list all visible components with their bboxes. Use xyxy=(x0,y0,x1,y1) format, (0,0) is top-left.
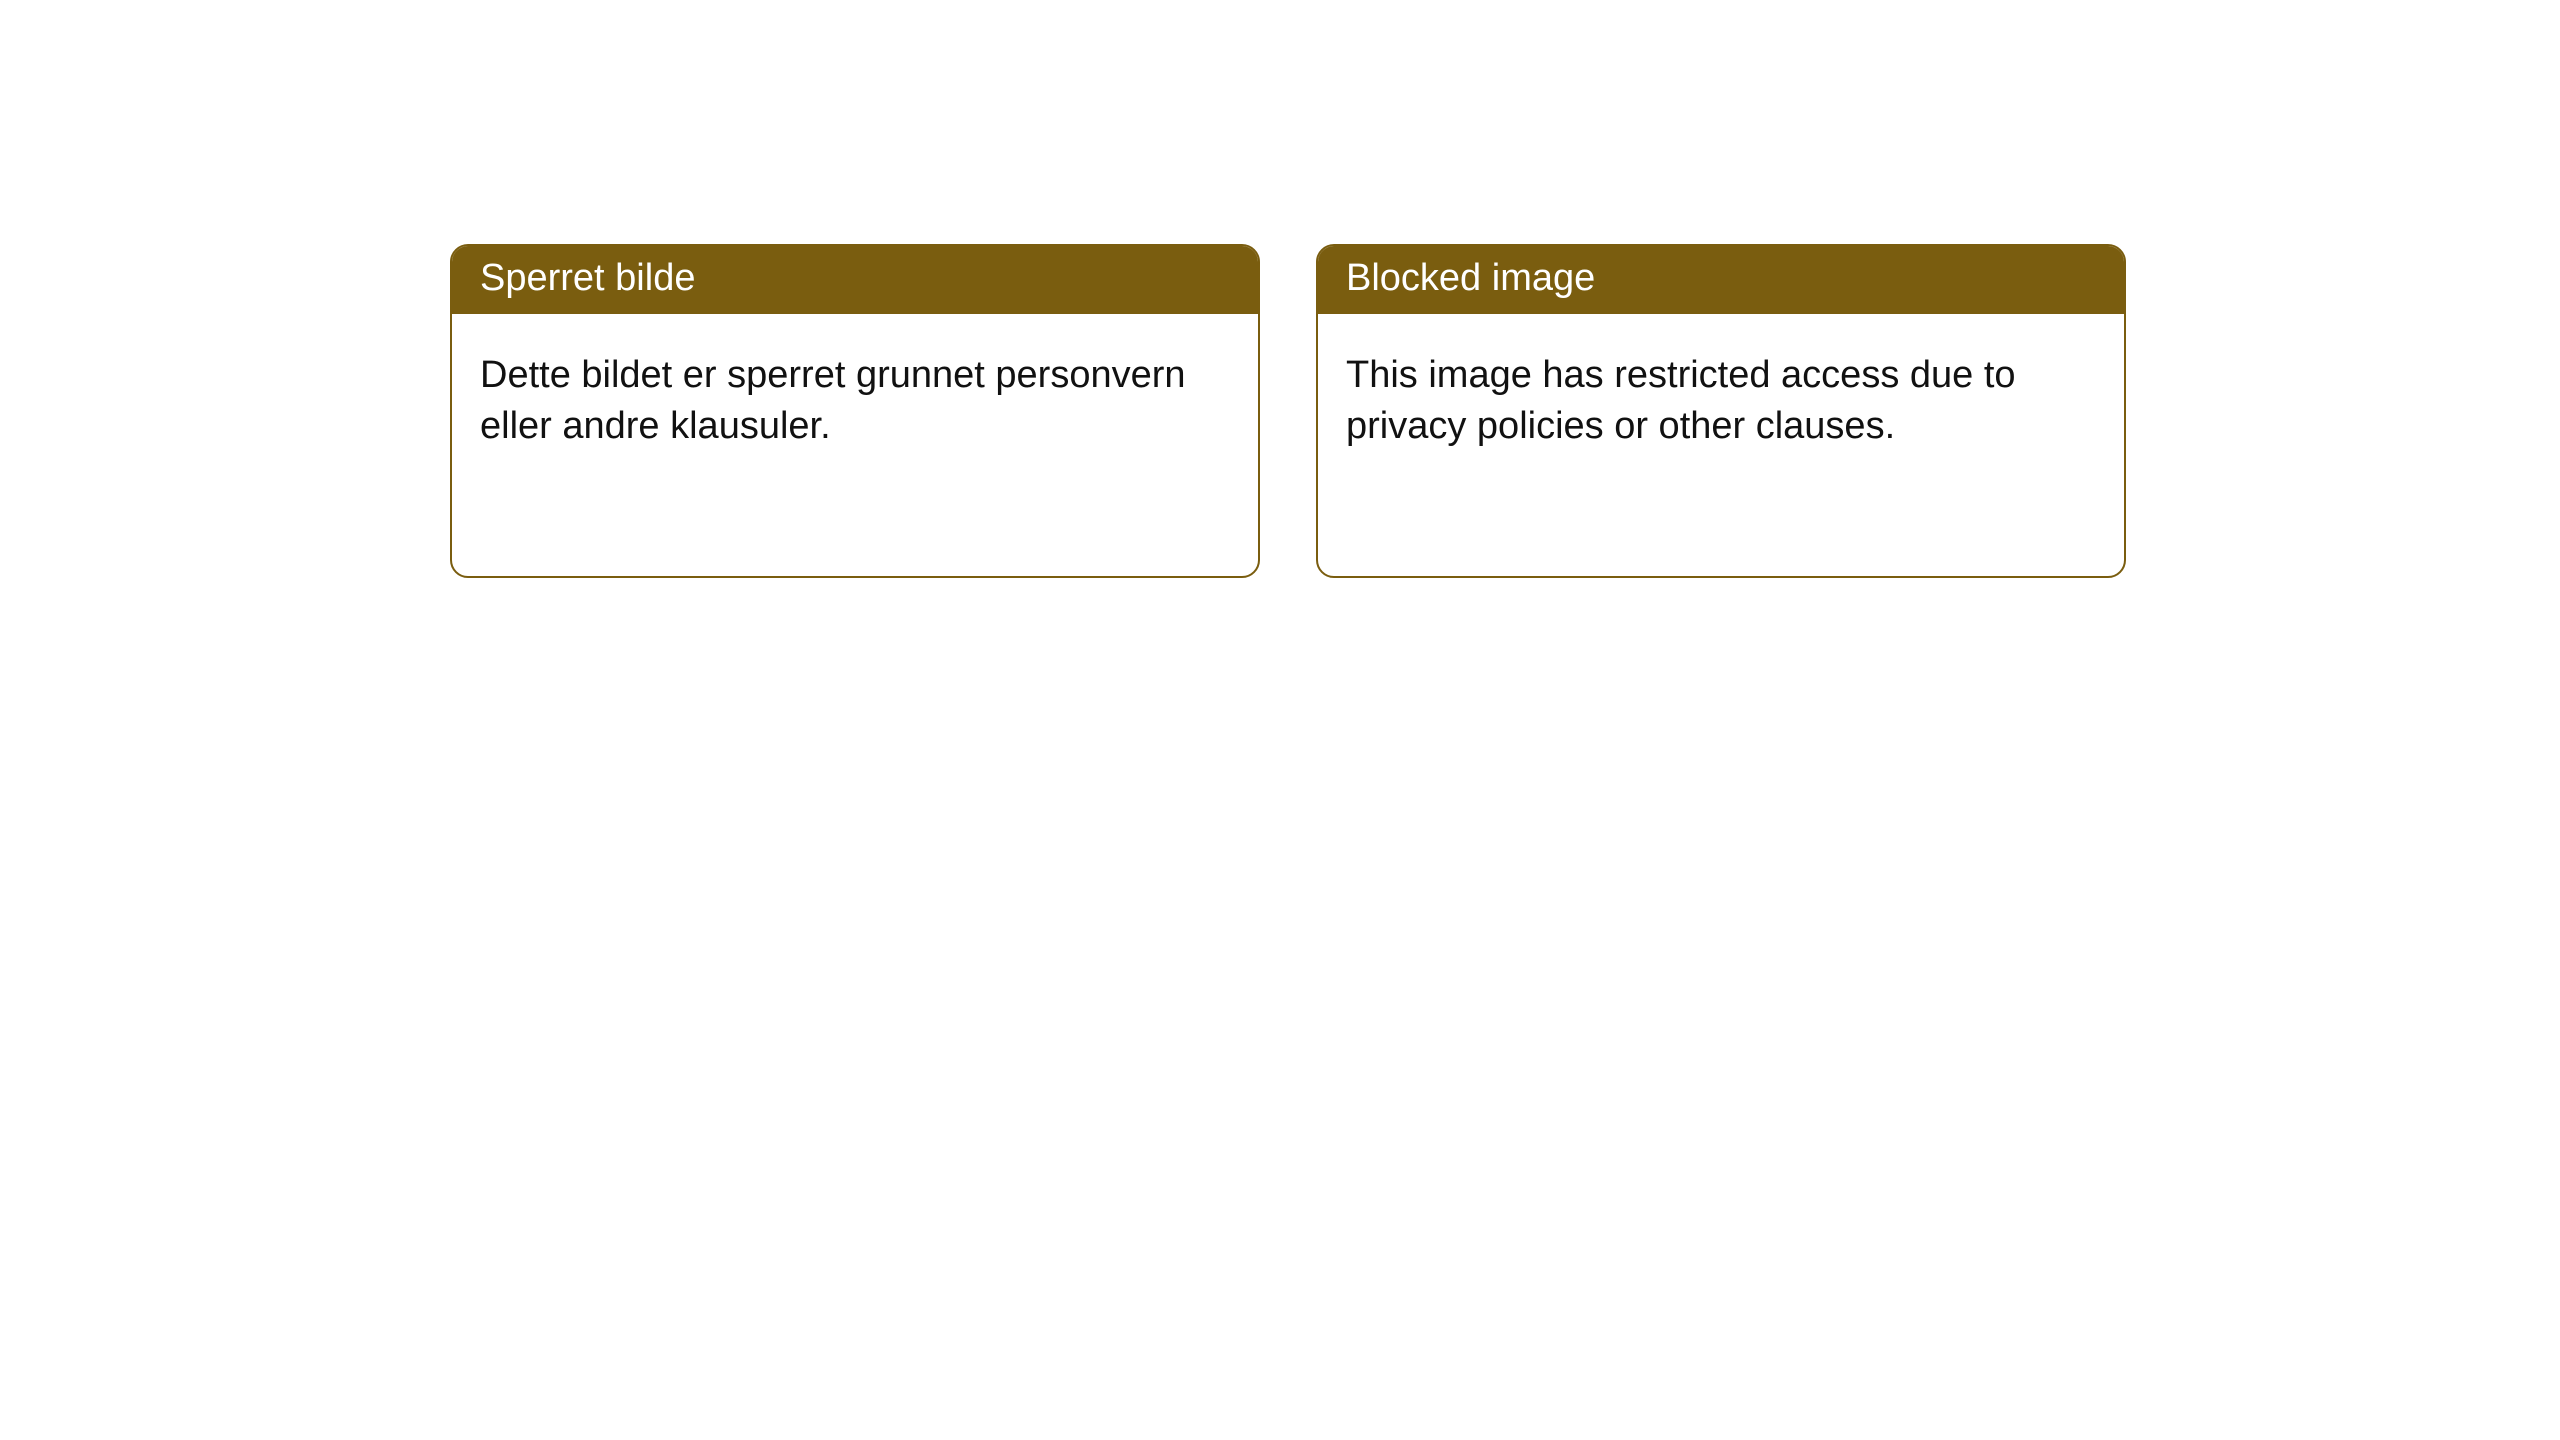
notice-header: Blocked image xyxy=(1318,246,2124,314)
notice-container: Sperret bilde Dette bildet er sperret gr… xyxy=(0,0,2560,578)
notice-header: Sperret bilde xyxy=(452,246,1258,314)
notice-title: Blocked image xyxy=(1346,257,1595,299)
notice-body: Dette bildet er sperret grunnet personve… xyxy=(452,314,1258,481)
notice-body-text: Dette bildet er sperret grunnet personve… xyxy=(480,354,1186,447)
notice-body-text: This image has restricted access due to … xyxy=(1346,354,2016,447)
notice-body: This image has restricted access due to … xyxy=(1318,314,2124,481)
notice-title: Sperret bilde xyxy=(480,257,695,299)
notice-card-norwegian: Sperret bilde Dette bildet er sperret gr… xyxy=(450,244,1260,578)
notice-card-english: Blocked image This image has restricted … xyxy=(1316,244,2126,578)
